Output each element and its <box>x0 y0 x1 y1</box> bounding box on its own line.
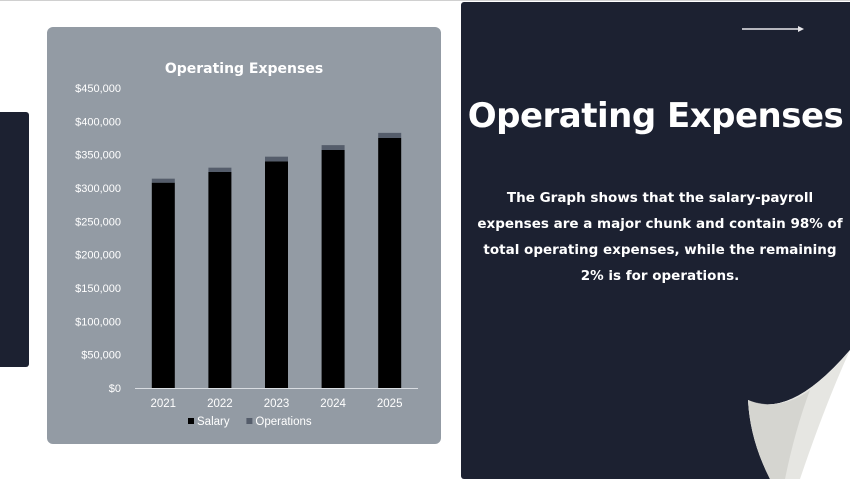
bar-operations-2024 <box>321 145 345 150</box>
slide-body: The Graph shows that the salary-payroll … <box>477 190 843 284</box>
bar-salary-2025 <box>378 138 402 388</box>
legend-swatch-salary <box>188 418 194 424</box>
bar-operations-2023 <box>265 156 288 162</box>
y-tick-label: $350,000 <box>75 150 121 162</box>
chart-panel: Operating Expenses $0 $50,000 $100,000 $150… <box>47 27 441 444</box>
x-tick-label: 2021 <box>151 398 177 410</box>
top-rule <box>0 0 850 1</box>
legend-label-operations: Operations <box>255 416 312 428</box>
x-tick-label: 2025 <box>377 398 403 410</box>
chart-title: Operating Expenses <box>164 61 324 77</box>
x-tick-label: 2024 <box>320 398 346 410</box>
y-tick-label: $0 <box>109 383 121 395</box>
bar-salary-2024 <box>321 150 345 388</box>
y-tick-label: $300,000 <box>75 183 121 195</box>
slide-heading: Operating Expenses <box>467 96 844 136</box>
side-tab <box>0 112 29 367</box>
y-tick-label: $450,000 <box>75 83 121 95</box>
y-tick-label: $250,000 <box>75 216 121 228</box>
chart: $0 $50,000 $100,000 $150,000 $200,000 $250,00… <box>75 83 418 428</box>
x-tick-label: 2022 <box>207 398 233 410</box>
y-tick-label: $100,000 <box>75 316 121 328</box>
bar-operations-2021 <box>151 178 175 183</box>
y-tick-label: $50,000 <box>81 350 121 362</box>
bar-salary-2021 <box>151 182 175 388</box>
bar-salary-2023 <box>265 161 288 388</box>
bar-operations-2025 <box>378 132 402 138</box>
arrow-right-icon[interactable] <box>741 22 807 36</box>
legend-swatch-operations <box>246 418 253 424</box>
legend-label-salary: Salary <box>197 416 230 428</box>
bar-salary-2022 <box>208 172 232 388</box>
y-tick-label: $200,000 <box>75 250 121 262</box>
page-curl-icon <box>748 350 850 479</box>
y-tick-label: $400,000 <box>75 116 121 128</box>
bar-operations-2022 <box>208 167 232 172</box>
text-panel: Operating Expenses The Graph shows that … <box>461 2 850 479</box>
y-tick-label: $150,000 <box>75 283 121 295</box>
x-tick-label: 2023 <box>264 398 290 410</box>
